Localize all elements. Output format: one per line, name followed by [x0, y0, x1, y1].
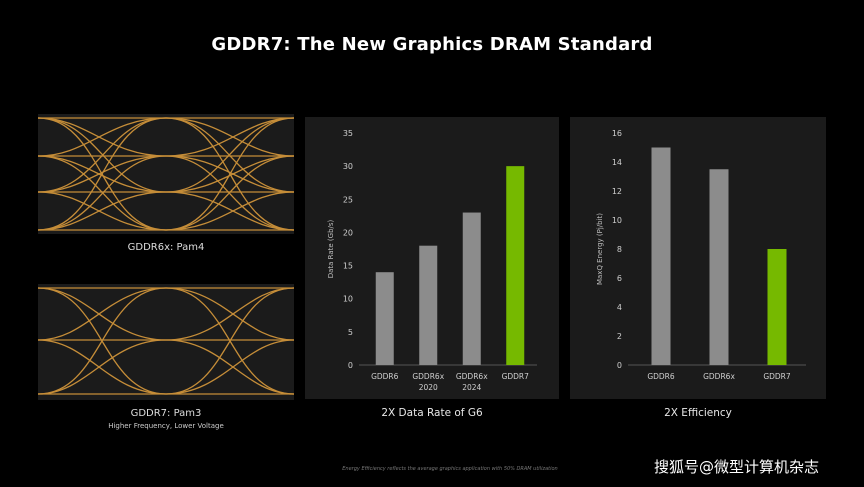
data-rate-y-tick-label: 15 [343, 262, 353, 271]
energy-y-tick-label: 10 [612, 216, 622, 225]
energy-y-tick-label: 6 [617, 274, 622, 283]
pam3-sublabel: Higher Frequency, Lower Voltage [108, 422, 224, 430]
pam4-eye-traces [38, 117, 294, 231]
energy-y-tick-label: 0 [617, 361, 622, 370]
footnote: Energy Efficiency reflects the average g… [342, 466, 558, 472]
data-rate-x-tick-label: 2020 [419, 383, 438, 392]
data-rate-bar-3 [506, 166, 525, 365]
pam4-label: GDDR6x: Pam4 [127, 242, 205, 253]
energy-x-tick-label: GDDR6 [647, 372, 675, 381]
energy-bar-2 [767, 249, 787, 365]
data-rate-chart: 0 5 10 15 20 25 30 35 Data Rate (Gb/s) GDDR6 GDDR6… [327, 129, 537, 392]
pam3-eye-traces [38, 287, 294, 395]
energy-y-tick-label: 16 [612, 129, 622, 138]
pam3-label: GDDR7: Pam3 [130, 408, 202, 419]
pam3-eye-diagram [38, 284, 294, 400]
page-title: GDDR7: The New Graphics DRAM Standard [211, 34, 653, 55]
energy-bar-0 [651, 147, 671, 365]
data-rate-caption: 2X Data Rate of G6 [381, 407, 483, 419]
pam4-eye-svg [38, 117, 294, 231]
data-rate-x-tick-label: GDDR6x [456, 372, 488, 381]
energy-x-tick-label: GDDR7 [763, 372, 791, 381]
data-rate-y-tick-label: 25 [343, 195, 353, 204]
data-rate-bar-0 [375, 272, 394, 365]
data-rate-y-tick-label: 30 [343, 162, 353, 171]
watermark: 搜狐号@微型计算机杂志 [654, 458, 820, 476]
data-rate-y-axis-label: Data Rate (Gb/s) [327, 219, 335, 278]
pam4-eye-diagram [38, 114, 294, 234]
data-rate-chart-panel: 0 5 10 15 20 25 30 35 Data Rate (Gb/s) GDDR6 GDDR6… [305, 117, 559, 399]
energy-caption: 2X Efficiency [664, 407, 732, 419]
energy-y-tick-label: 14 [612, 158, 622, 167]
energy-bar-1 [709, 169, 729, 365]
energy-y-tick-label: 8 [617, 245, 622, 254]
data-rate-x-tick-label: GDDR6 [371, 372, 399, 381]
data-rate-y-tick-label: 10 [343, 295, 353, 304]
energy-y-tick-label: 2 [617, 332, 622, 341]
data-rate-x-tick-label: GDDR7 [502, 372, 530, 381]
data-rate-y-tick-label: 35 [343, 129, 353, 138]
data-rate-bar-1 [419, 245, 438, 365]
energy-x-tick-label: GDDR6x [703, 372, 735, 381]
energy-y-tick-label: 12 [612, 187, 622, 196]
data-rate-x-tick-label: GDDR6x [412, 372, 444, 381]
data-rate-x-tick-label: 2024 [462, 383, 481, 392]
energy-y-tick-label: 4 [617, 303, 622, 312]
data-rate-y-tick-label: 5 [348, 328, 353, 337]
data-rate-bar-2 [462, 212, 481, 365]
energy-chart: 0 2 4 6 8 10 12 14 16 MaxQ Energy (Pj/bit) GDDR6 GD… [596, 129, 806, 381]
data-rate-y-tick-label: 0 [348, 361, 353, 370]
energy-chart-panel: 0 2 4 6 8 10 12 14 16 MaxQ Energy (Pj/bit) GDDR6 GD… [570, 117, 826, 399]
data-rate-y-tick-label: 20 [343, 228, 353, 237]
energy-y-axis-label: MaxQ Energy (Pj/bit) [596, 213, 604, 285]
pam3-eye-svg [38, 287, 294, 395]
